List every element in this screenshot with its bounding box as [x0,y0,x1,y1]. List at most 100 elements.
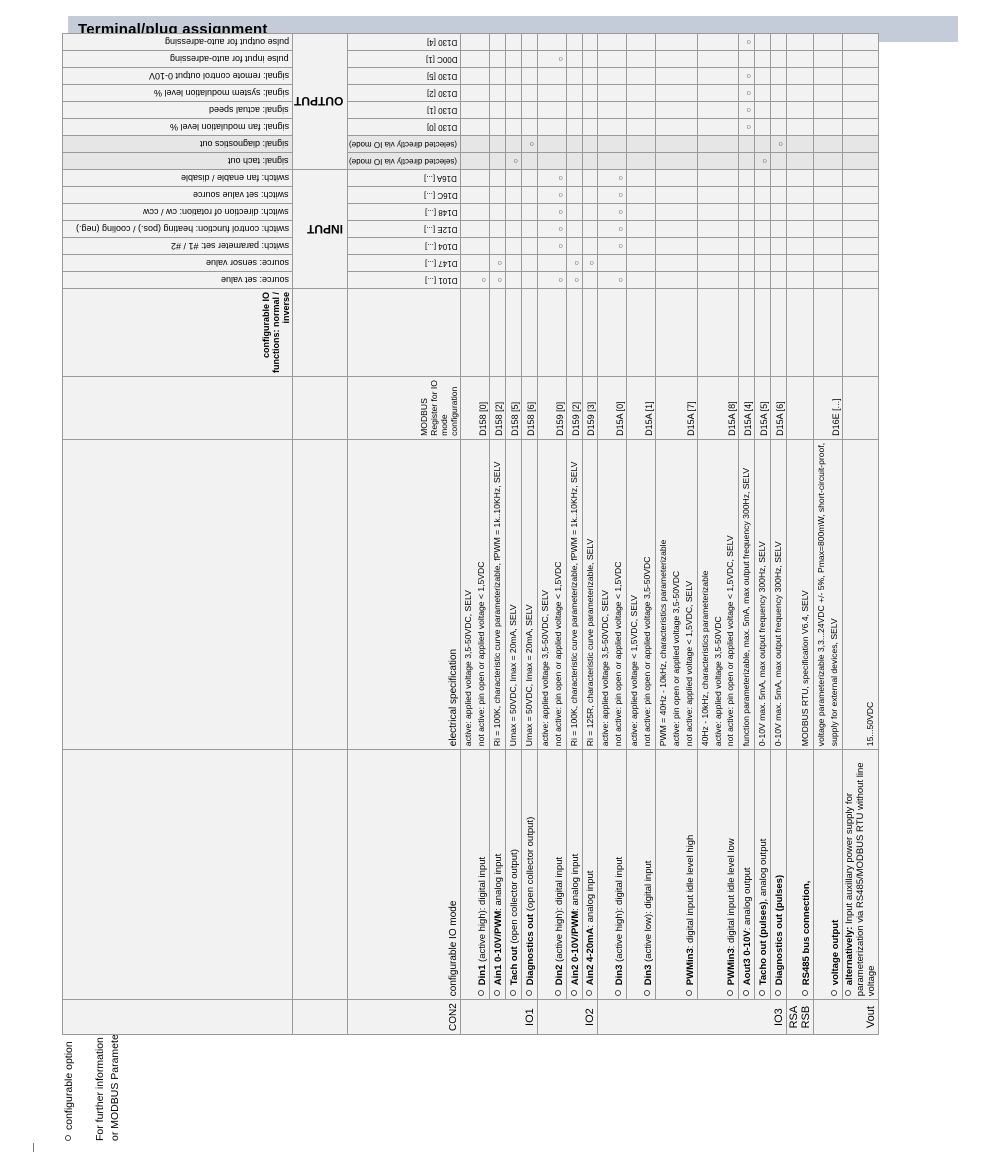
assignment-dot [555,244,565,249]
circle-icon [525,990,532,997]
electrical-spec-cell: 0-10V max. 5mA, max output frequency 300… [770,439,787,750]
table-row: IO3 Din3 (active high): digital input acti… [597,33,787,1035]
assignment-cell [754,237,771,255]
assignment-cell [566,152,583,170]
assignment-dot [555,193,565,198]
assignment-cell [521,118,538,136]
assignment-cell [626,237,656,255]
spec-line-1: not active: pin open or applied voltage … [552,561,563,747]
assignment-cell [566,220,583,238]
column-separator [597,288,627,377]
column-separator [582,288,598,377]
assignment-dot [571,278,581,283]
assignment-cell [505,237,522,255]
table-row: PWMin3: digital input idle level low 40Hz… [697,33,739,1035]
assignment-cell [537,237,567,255]
io-mode-description: : analog output [742,867,754,931]
column-separator [521,288,538,377]
assignment-cell [842,169,879,187]
assignment-cell [489,237,506,255]
spec-line-1: not active: pin open or applied voltage … [613,561,624,747]
modbus-register-cell: D15A [7] [655,376,698,440]
io-mode-cell: Din3 (active low): digital input [626,749,656,1000]
circle-icon [509,990,516,997]
io-mode-description: (active high): digital input [614,856,626,965]
assignment-cell [655,101,698,119]
assignment-cell [786,118,814,136]
io-mode-cell: RS485 bus connection, [786,749,814,1000]
table-row: alternatively: Input auxillary power sup… [842,33,879,1035]
assignment-cell [582,33,598,51]
assignment-dot [743,108,753,113]
electrical-spec-cell: 15...50VDC [842,439,879,750]
function-label-3: switch: control function: heating (pos.)… [75,224,289,234]
assignment-cell [770,135,787,153]
assignment-dot [571,261,581,266]
header-spacer-connector [62,999,293,1035]
modbus-register-cell: D159 [3] [582,376,598,440]
function-header-11: signal: system modulation level % [62,84,293,102]
function-register-label-12: D130 [5] [427,72,458,81]
assignment-cell [813,169,843,187]
spec-line-2: not active: pin open or applied voltage … [725,535,736,747]
circle-icon [801,990,808,997]
table-header-row-registers: CON2 configurable IO mode electrical speci… [347,33,461,1035]
assignment-cell [505,220,522,238]
assignment-dot [615,193,625,198]
assignment-cell [582,67,598,85]
legend-label: configurable option [63,1041,75,1130]
assignment-cell [582,101,598,119]
assignment-cell [786,84,814,102]
function-header-7: signal: tach out [62,152,293,170]
io-mode-cell: Diagnostics out (pulses) [770,749,787,1000]
io-mode-cell: alternatively: Input auxillary power sup… [842,749,879,1000]
electrical-spec-cell: voltage parameterizable 3,3...24VDC +/- … [813,439,843,750]
assignment-cell [697,101,739,119]
spec-line-0: active: applied voltage 3,5-50VDC, SELV [463,590,474,747]
connector-group-RSA-RSB: RSA RSB [786,999,814,1035]
function-register-label-1: D147 [...] [424,259,458,268]
io-mode-cell: Ain2 0-10V/PWM: analog input [566,749,583,1000]
function-header-13: pulse input for auto-adressing [62,50,293,68]
assignment-cell [582,220,598,238]
column-separator [460,288,490,377]
assignment-cell [770,67,787,85]
assignment-cell [842,271,879,289]
function-header-9: signal: fan modulation level % [62,118,293,136]
assignment-cell [626,186,656,204]
assignment-cell [537,135,567,153]
assignment-dot [615,176,625,181]
io-mode-cell: Ain2 4-20mA: analog input [582,749,598,1000]
spec-line-0: Ri = 125R, characteristic curve paramete… [584,538,595,747]
assignment-dot [743,74,753,79]
assignment-cell [786,101,814,119]
io-mode-name: Diagnostics out [524,913,536,986]
assignment-cell [738,271,755,289]
assignment-dot [478,278,488,283]
assignment-cell [738,254,755,272]
assignment-cell [813,84,843,102]
assignment-cell [582,271,598,289]
function-header-5: switch: set value source [62,186,293,204]
electrical-spec-cell: Umax = 50VDC, Imax = 20mA, SELV [521,439,538,750]
io-mode-description: : analog input [585,870,597,928]
assignment-cell [655,135,698,153]
assignment-cell [597,237,627,255]
modbus-register-cell: D158 [2] [489,376,506,440]
io-mode-cell: voltage output [813,749,843,1000]
assignment-dot [555,210,565,215]
assignment-cell [754,271,771,289]
function-register-8: (selected directly via IO mode) [347,135,461,153]
group-label-input: INPUT [307,222,344,236]
function-register-2: D104 [...] [347,237,461,255]
assignment-dot [743,125,753,130]
assignment-cell [582,50,598,68]
assignment-cell [842,67,879,85]
modbus-register-cell: D158 [5] [505,376,522,440]
spec-line-0: Ri = 100K, characteristic curve paramete… [492,461,503,747]
assignment-cell [697,220,739,238]
assignment-cell [655,169,698,187]
assignment-cell [738,101,755,119]
assignment-cell [813,135,843,153]
assignment-cell [697,186,739,204]
